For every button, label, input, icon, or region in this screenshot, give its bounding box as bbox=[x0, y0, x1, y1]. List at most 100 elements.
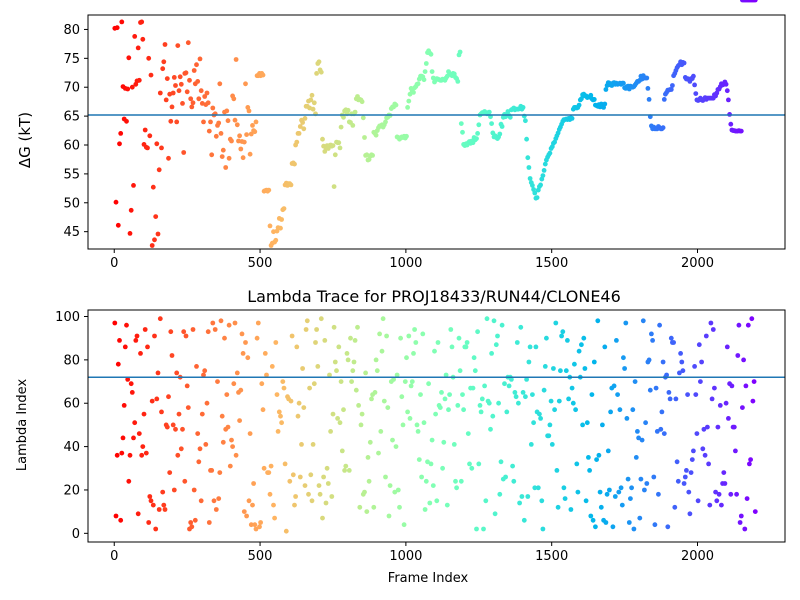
lambda-data-point bbox=[460, 392, 465, 397]
lambda-y-tick-label: 60 bbox=[63, 397, 80, 412]
dg-data-point bbox=[191, 68, 197, 73]
dg-data-point bbox=[190, 100, 196, 106]
dg-data-point bbox=[341, 114, 346, 120]
lambda-data-point bbox=[600, 422, 605, 428]
lambda-data-point bbox=[230, 444, 236, 449]
lambda-data-point bbox=[612, 494, 618, 499]
lambda-data-point bbox=[146, 520, 152, 525]
lambda-data-point bbox=[699, 359, 704, 365]
lambda-data-point bbox=[554, 468, 560, 473]
dg-data-point bbox=[157, 90, 163, 96]
lambda-data-point bbox=[131, 435, 136, 441]
lambda-data-point bbox=[636, 435, 641, 441]
lambda-data-point bbox=[199, 411, 205, 417]
lambda-data-point bbox=[540, 526, 546, 532]
lambda-data-point bbox=[476, 461, 482, 467]
dg-data-point bbox=[455, 79, 461, 84]
dg-data-point bbox=[538, 182, 543, 188]
lambda-data-point bbox=[514, 340, 520, 345]
lambda-data-point bbox=[520, 390, 526, 395]
lambda-data-point bbox=[225, 424, 231, 430]
lambda-data-point bbox=[640, 318, 646, 324]
dg-data-point bbox=[176, 88, 182, 94]
lambda-data-point bbox=[152, 333, 157, 339]
lambda-data-point bbox=[393, 444, 399, 449]
lambda-data-point bbox=[297, 474, 303, 480]
dg-data-point bbox=[168, 118, 174, 124]
dg-data-point bbox=[114, 25, 120, 31]
lambda-data-point bbox=[597, 489, 603, 495]
lambda-data-point bbox=[127, 452, 133, 458]
dg-data-point bbox=[181, 150, 187, 155]
lambda-data-point bbox=[726, 416, 731, 421]
dg-data-point bbox=[576, 102, 582, 108]
lambda-data-point bbox=[453, 478, 458, 484]
lambda-data-point bbox=[346, 468, 352, 473]
dg-data-point bbox=[279, 217, 284, 222]
lambda-data-point bbox=[114, 452, 120, 458]
lambda-data-point bbox=[519, 494, 525, 499]
lambda-data-point bbox=[226, 322, 232, 328]
lambda-data-point bbox=[723, 400, 729, 406]
lambda-y-tick-label: 0 bbox=[72, 527, 80, 542]
lambda-data-point bbox=[411, 351, 416, 356]
dg-data-point bbox=[681, 60, 687, 66]
lambda-data-point bbox=[355, 324, 360, 330]
lambda-data-point bbox=[621, 355, 626, 361]
dg-data-point bbox=[273, 237, 279, 243]
lambda-data-point bbox=[328, 429, 333, 434]
dg-data-point bbox=[345, 107, 351, 113]
lambda-chart-title: Lambda Trace for PROJ18433/RUN44/CLONE46 bbox=[247, 287, 621, 306]
lambda-data-point bbox=[454, 485, 459, 491]
lambda-data-point bbox=[210, 320, 216, 326]
lambda-data-point bbox=[463, 344, 469, 350]
lambda-data-point bbox=[555, 504, 561, 510]
dg-points bbox=[112, 0, 758, 248]
lambda-data-point bbox=[321, 474, 326, 480]
lambda-data-point bbox=[664, 372, 669, 378]
lambda-data-point bbox=[418, 392, 423, 397]
lambda-data-point bbox=[716, 491, 722, 497]
lambda-data-point bbox=[198, 498, 204, 504]
lambda-data-point bbox=[618, 485, 624, 491]
dg-data-point bbox=[185, 40, 191, 46]
dg-data-point bbox=[225, 118, 231, 124]
dg-x-tick-label: 500 bbox=[248, 256, 273, 271]
lambda-data-point bbox=[352, 338, 358, 343]
lambda-data-point bbox=[736, 322, 742, 328]
lambda-data-point bbox=[365, 455, 371, 460]
lambda-data-point bbox=[318, 316, 324, 322]
lambda-data-point bbox=[342, 468, 347, 473]
dg-y-tick-label: 80 bbox=[63, 23, 80, 38]
lambda-data-point bbox=[330, 411, 336, 417]
lambda-data-point bbox=[708, 320, 714, 326]
lambda-data-point bbox=[329, 494, 335, 499]
lambda-data-point bbox=[233, 452, 239, 458]
dg-data-point bbox=[579, 96, 584, 102]
lambda-data-point bbox=[692, 364, 697, 369]
lambda-data-point bbox=[703, 333, 709, 339]
dg-data-point bbox=[162, 42, 168, 47]
lambda-data-point bbox=[688, 470, 694, 475]
lambda-data-point bbox=[304, 318, 310, 324]
lambda-data-point bbox=[348, 335, 353, 341]
lambda-data-point bbox=[397, 504, 402, 510]
lambda-data-point bbox=[733, 448, 738, 454]
lambda-data-point bbox=[456, 335, 462, 341]
lambda-data-point bbox=[176, 411, 182, 417]
lambda-data-point bbox=[379, 348, 385, 354]
lambda-data-point bbox=[250, 502, 255, 508]
lambda-data-point bbox=[192, 517, 198, 523]
lambda-data-point bbox=[311, 381, 317, 387]
lambda-data-point bbox=[145, 344, 150, 350]
lambda-data-point bbox=[668, 335, 674, 341]
lambda-data-point bbox=[264, 372, 269, 378]
dg-data-point bbox=[234, 122, 240, 128]
lambda-data-point bbox=[521, 517, 527, 523]
lambda-data-point bbox=[469, 465, 475, 471]
lambda-data-point bbox=[628, 496, 633, 501]
dg-data-point bbox=[156, 167, 162, 173]
lambda-data-point bbox=[535, 485, 541, 491]
lambda-data-point bbox=[237, 418, 243, 423]
lambda-data-point bbox=[623, 320, 629, 326]
